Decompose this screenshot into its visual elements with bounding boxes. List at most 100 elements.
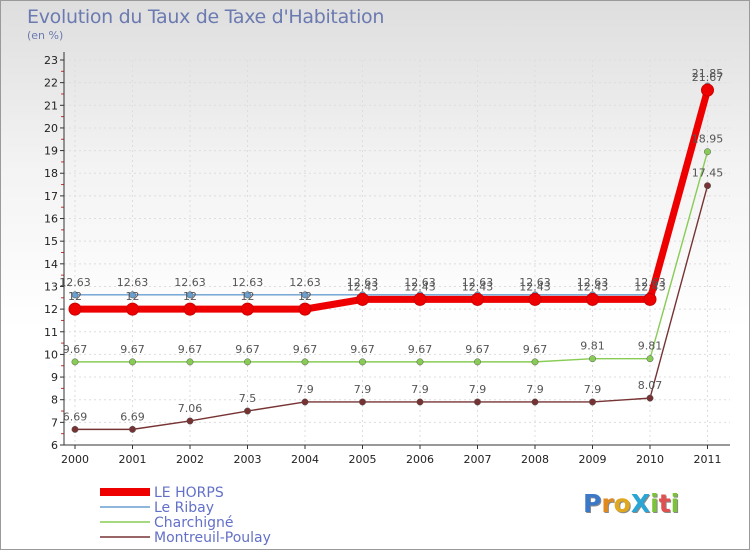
- series-point-0: [356, 292, 369, 306]
- series-point-3: [646, 394, 654, 402]
- data-label-1: 12.63: [289, 276, 321, 289]
- data-label-0: 12.43: [404, 280, 436, 293]
- data-label-2: 9.67: [408, 343, 433, 356]
- series-point-3: [474, 398, 481, 406]
- series-point-1: [129, 291, 136, 299]
- y-tick-label: 11: [44, 326, 58, 339]
- data-label-2: 9.67: [235, 343, 260, 356]
- y-tick-label: 14: [44, 258, 58, 271]
- axes: 6 7 8 9 10 11 12 13 14 15 16 17 18 19 20 21 22 23 2000 2001…: [44, 52, 730, 466]
- legend-label-0: LE HORPS: [154, 485, 224, 501]
- legend-label-1: Le Ribay: [154, 500, 214, 516]
- x-tick-label: 2010: [636, 453, 664, 466]
- series-point-3: [71, 425, 79, 433]
- data-label-0: 12: [68, 290, 82, 303]
- series-point-1: [301, 291, 309, 299]
- series-point-1: [71, 291, 79, 299]
- data-label-0: 12.43: [634, 280, 666, 293]
- logo-letter: i: [670, 489, 680, 518]
- y-tick-label: 19: [44, 145, 58, 158]
- y-tick-label: 8: [51, 394, 58, 407]
- series-point-0: [183, 302, 197, 316]
- y-tick-label: 9: [51, 371, 58, 384]
- data-label-0: 12: [241, 290, 255, 303]
- data-label-1: 12.63: [174, 276, 206, 289]
- data-label-0: 12.43: [577, 280, 609, 293]
- data-label-1: 12.63: [634, 276, 666, 289]
- data-label-3: 7.9: [584, 383, 602, 396]
- data-label-0: 12.43: [347, 280, 379, 293]
- series-point-2: [186, 358, 194, 366]
- data-label-2: 9.67: [178, 343, 203, 356]
- y-tick-label: 13: [44, 280, 58, 293]
- series-point-0: [68, 302, 82, 316]
- y-tick-label: 23: [44, 54, 58, 67]
- logo-letter: o: [613, 489, 631, 518]
- x-tick-label: 2001: [119, 453, 147, 466]
- series-point-2: [474, 358, 481, 366]
- x-tick-label: 2006: [406, 453, 434, 466]
- legend-label-2: Charchigné: [154, 515, 234, 531]
- series-line-0: [71, 86, 711, 313]
- data-label-2: 9.67: [465, 343, 490, 356]
- x-tick-label: 2007: [464, 453, 492, 466]
- data-label-3: 7.9: [354, 383, 372, 396]
- data-label-2: 9.81: [638, 340, 663, 353]
- series-point-3: [244, 407, 251, 415]
- proxiti-logo: ProXiti: [583, 489, 679, 518]
- y-tick-label: 16: [44, 213, 58, 226]
- series-point-2: [416, 358, 424, 366]
- series-point-2: [71, 358, 79, 366]
- data-label-3: 7.9: [411, 383, 429, 396]
- data-label-3: 7.9: [469, 383, 487, 396]
- x-tick-label: 2000: [61, 453, 89, 466]
- data-label-3: 6.69: [120, 410, 145, 423]
- x-tick-label: 2004: [291, 453, 319, 466]
- data-label-3: 17.45: [692, 167, 724, 180]
- data-label-0: 21.67: [692, 71, 724, 84]
- x-tick-label: 2009: [579, 453, 607, 466]
- data-label-2: 9.67: [350, 343, 375, 356]
- data-label-0: 12.43: [519, 280, 551, 293]
- data-label-3: 6.69: [63, 410, 88, 423]
- logo-letter: t: [658, 489, 671, 518]
- data-label-0: 12: [126, 290, 140, 303]
- series-point-2: [704, 148, 711, 156]
- series-line-2: [74, 151, 709, 363]
- y-tick-label: 7: [51, 416, 58, 429]
- series-point-2: [301, 358, 309, 366]
- y-tick-label: 18: [44, 167, 58, 180]
- series-point-3: [129, 425, 136, 433]
- series-point-2: [244, 358, 251, 366]
- series-point-3: [301, 398, 309, 406]
- data-label-1: 12.63: [577, 276, 609, 289]
- logo-letter: r: [601, 489, 614, 518]
- series-line-3: [74, 184, 709, 431]
- data-label-3: 7.5: [239, 392, 257, 405]
- series-point-0: [701, 83, 714, 97]
- data-label-1: 12.63: [117, 276, 149, 289]
- x-tick-label: 2003: [234, 453, 262, 466]
- chart-title: Evolution du Taux de Taxe d'Habitation: [27, 6, 385, 28]
- series-point-0: [586, 292, 599, 306]
- data-label-0: 12: [298, 290, 312, 303]
- logo-letter: P: [583, 489, 602, 518]
- series-point-3: [704, 182, 711, 190]
- data-label-3: 7.9: [296, 383, 314, 396]
- data-labels: 12 12 12 12 12 12.43 12.43 12.43 12.43 12.43 12.43…: [59, 67, 723, 423]
- data-label-1: 12.63: [347, 276, 379, 289]
- data-label-1: 12.63: [232, 276, 264, 289]
- data-label-1: 21.85: [692, 67, 724, 80]
- y-tick-label: 6: [51, 439, 58, 452]
- series-point-1: [186, 291, 194, 299]
- y-tick-label: 22: [44, 77, 58, 90]
- x-tick-label: 2002: [176, 453, 204, 466]
- series-point-1: [244, 291, 251, 299]
- series-point-3: [589, 398, 596, 406]
- data-label-3: 7.06: [178, 402, 203, 415]
- y-tick-label: 12: [44, 303, 58, 316]
- series-point-0: [643, 292, 657, 306]
- x-tick-label: 2008: [521, 453, 549, 466]
